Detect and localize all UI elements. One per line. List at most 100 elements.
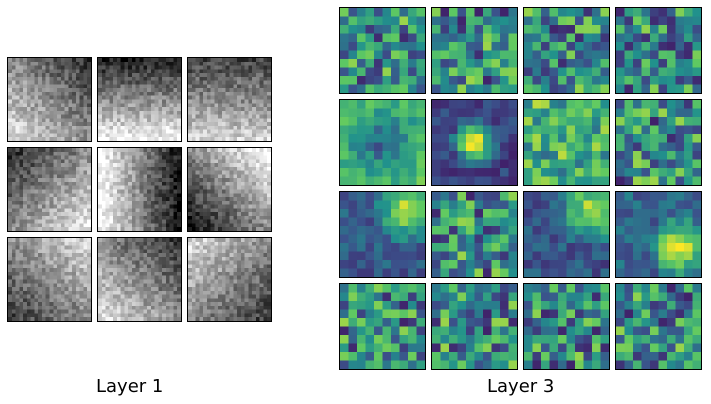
pixel-cell [105, 215, 110, 220]
pixel-cell [483, 100, 492, 109]
pixel-cell [143, 84, 148, 89]
pixel-cell [83, 287, 88, 291]
pixel-cell [15, 73, 20, 77]
pixel-cell [263, 223, 268, 228]
pixel-cell [75, 65, 80, 70]
pixel-cell [225, 163, 230, 167]
pixel-cell [83, 110, 88, 115]
pixel-cell [57, 73, 61, 77]
pixel-cell [199, 58, 204, 62]
pixel-cell [177, 317, 181, 321]
pixel-cell [252, 197, 256, 201]
pixel-cell [124, 279, 129, 284]
pixel-cell [263, 204, 268, 209]
pixel-cell [240, 271, 245, 276]
pixel-cell [87, 305, 91, 310]
pixel-cell [124, 174, 129, 179]
pixel-cell [267, 166, 271, 171]
pixel-cell [64, 302, 69, 306]
pixel-cell [15, 260, 20, 265]
pixel-cell [23, 294, 27, 299]
pixel-cell [221, 178, 226, 183]
pixel-cell [221, 238, 226, 242]
pixel-cell [15, 84, 20, 89]
pixel-cell [191, 212, 196, 216]
pixel-cell [177, 91, 181, 96]
pixel-cell [169, 73, 174, 77]
pixel-cell [173, 193, 178, 198]
pixel-cell [263, 197, 268, 201]
pixel-cell [237, 151, 241, 156]
pixel-cell [483, 59, 492, 68]
pixel-cell [248, 91, 253, 96]
pixel-cell [263, 178, 268, 183]
pixel-cell [72, 309, 76, 314]
pixel-cell [199, 249, 204, 254]
pixel-cell [49, 208, 54, 213]
pixel-cell [252, 290, 256, 295]
pixel-cell [139, 279, 144, 284]
pixel-cell [177, 256, 181, 261]
pixel-cell [195, 275, 200, 280]
pixel-cell [240, 290, 245, 295]
pixel-cell [15, 268, 20, 273]
pixel-cell [154, 107, 159, 111]
pixel-cell [248, 129, 253, 134]
pixel-cell [169, 95, 174, 100]
pixel-cell [583, 33, 593, 43]
pixel-cell [541, 16, 550, 26]
pixel-cell [30, 227, 35, 231]
pixel-cell [408, 142, 417, 152]
pixel-cell [255, 163, 260, 167]
pixel-cell [259, 76, 264, 81]
pixel-cell [83, 268, 88, 273]
pixel-cell [30, 69, 35, 74]
pixel-cell [113, 290, 117, 295]
pixel-cell [199, 178, 204, 183]
pixel-cell [218, 208, 223, 213]
pixel-cell [98, 253, 102, 257]
pixel-cell [491, 8, 501, 17]
pixel-cell [38, 65, 43, 70]
pixel-cell [259, 241, 264, 246]
pixel-cell [49, 279, 54, 284]
pixel-cell [252, 317, 256, 321]
pixel-cell [203, 133, 207, 138]
pixel-cell [229, 181, 234, 186]
pixel-cell [195, 137, 200, 141]
pixel-cell [60, 174, 65, 179]
pixel-cell [83, 271, 88, 276]
pixel-cell [650, 67, 659, 77]
pixel-cell [147, 271, 151, 276]
pixel-cell [165, 227, 170, 231]
pixel-cell [150, 305, 155, 310]
pixel-cell [225, 80, 230, 85]
pixel-cell [128, 159, 133, 164]
pixel-cell [248, 290, 253, 295]
pixel-cell [399, 134, 409, 143]
pixel-cell [252, 215, 256, 220]
pixel-cell [143, 238, 148, 242]
pixel-cell [203, 219, 207, 224]
pixel-cell [150, 219, 155, 224]
pixel-cell [203, 185, 207, 190]
pixel-cell [500, 67, 509, 77]
pixel-cell [169, 122, 174, 126]
pixel-cell [109, 129, 114, 134]
pixel-cell [26, 155, 31, 160]
pixel-cell [87, 260, 91, 265]
pixel-cell [229, 114, 234, 119]
pixel-cell [449, 8, 458, 17]
pixel-cell [87, 151, 91, 156]
pixel-cell [248, 181, 253, 186]
pixel-cell [139, 114, 144, 119]
pixel-cell [116, 185, 121, 190]
pixel-cell [147, 84, 151, 89]
pixel-cell [147, 65, 151, 70]
pixel-cell [30, 125, 35, 130]
pixel-cell [195, 163, 200, 167]
pixel-cell [45, 204, 50, 209]
pixel-cell [466, 117, 475, 126]
pixel-cell [267, 305, 271, 310]
pixel-cell [259, 287, 264, 291]
